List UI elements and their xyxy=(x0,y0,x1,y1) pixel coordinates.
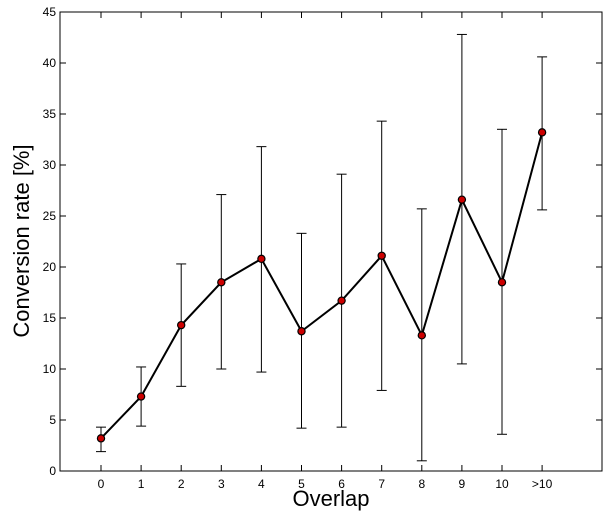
data-point xyxy=(297,327,306,336)
x-tick-label: 0 xyxy=(98,477,105,491)
x-tick-label: 3 xyxy=(218,477,225,491)
data-point xyxy=(96,434,106,443)
x-tick-label: 10 xyxy=(495,477,509,491)
y-tick-label: 10 xyxy=(43,362,57,376)
y-tick-label: 45 xyxy=(43,5,57,19)
x-tick-label: 7 xyxy=(378,477,385,491)
x-tick-label: 2 xyxy=(178,477,185,491)
y-axis-title: Conversion rate [%] xyxy=(9,144,34,337)
x-axis: 0 1 2 3 4 5 6 7 8 9 10 >10 xyxy=(98,12,553,491)
data-point xyxy=(136,392,146,401)
x-tick-label: 4 xyxy=(258,477,265,491)
data-point xyxy=(377,251,386,260)
y-tick-label: 35 xyxy=(43,107,57,121)
error-bars xyxy=(96,33,548,462)
x-tick-label: 9 xyxy=(459,477,466,491)
data-point xyxy=(337,296,346,305)
y-tick-label: 30 xyxy=(43,158,57,172)
data-point xyxy=(497,278,507,287)
data-markers xyxy=(96,128,547,443)
data-point xyxy=(217,278,226,287)
y-tick-label: 5 xyxy=(49,413,56,427)
y-axis: 0 5 10 15 20 25 30 35 40 45 xyxy=(43,5,602,478)
data-point xyxy=(537,128,547,137)
y-tick-label: 20 xyxy=(43,260,57,274)
data-point xyxy=(457,195,467,204)
x-tick-label: 8 xyxy=(418,477,425,491)
x-axis-title: Overlap xyxy=(292,486,369,511)
data-point xyxy=(176,320,186,330)
x-tick-label: 1 xyxy=(138,477,145,491)
data-point xyxy=(417,331,426,340)
y-tick-label: 15 xyxy=(43,311,57,325)
x-tick-label: >10 xyxy=(532,477,553,491)
y-tick-label: 25 xyxy=(43,209,57,223)
x-tick-label: 6 xyxy=(338,477,345,491)
plot-frame xyxy=(59,11,603,472)
data-point xyxy=(257,254,266,264)
x-tick-label: 5 xyxy=(298,477,305,491)
series-line xyxy=(100,132,544,440)
y-tick-label: 40 xyxy=(43,56,57,70)
y-tick-label: 0 xyxy=(49,464,56,478)
